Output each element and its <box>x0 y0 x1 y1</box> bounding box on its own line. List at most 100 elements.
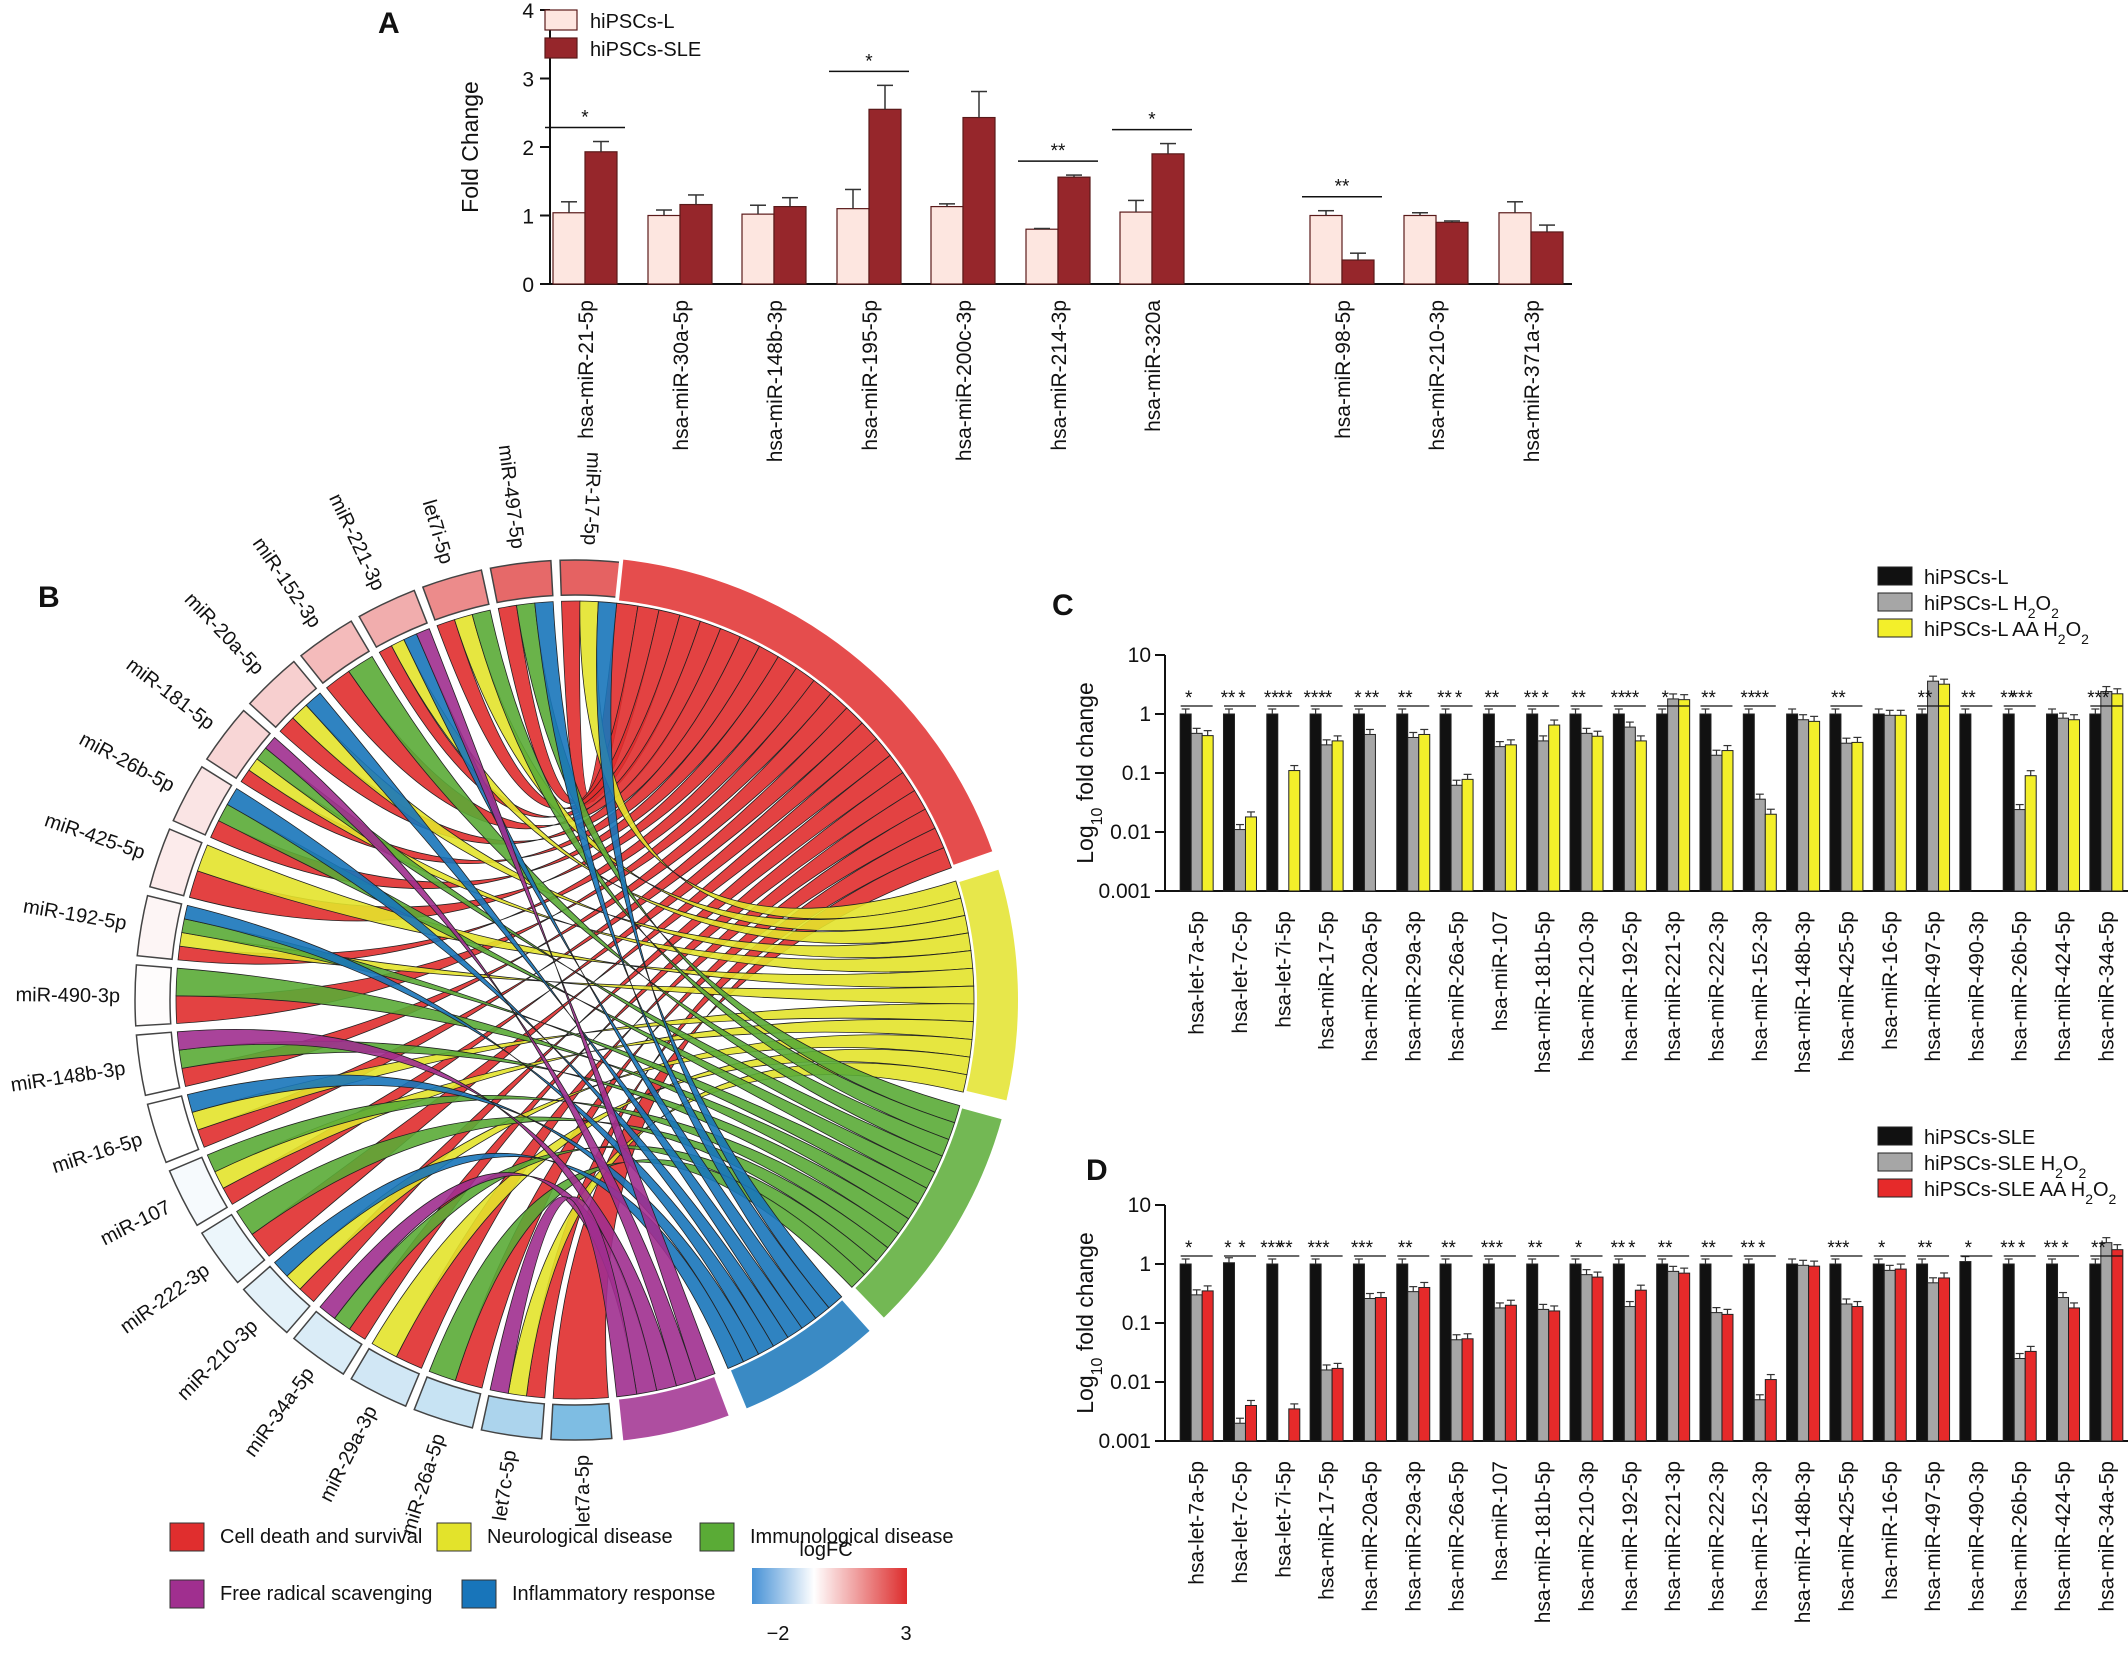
bar-hipscs-l <box>1025 228 1059 285</box>
significance-mark: ** <box>1754 688 1769 709</box>
category-label: hsa-miR-16-5p <box>1879 911 1902 1050</box>
bar-series-2 <box>1851 1306 1864 1442</box>
mirna-segment <box>135 1031 181 1097</box>
mirna-segment <box>172 765 233 836</box>
mirna-label: let7c-5p <box>489 1449 521 1523</box>
bar-series-0 <box>1526 1263 1539 1442</box>
bar-series-0 <box>1396 1263 1409 1442</box>
category-label: hsa-miR-34a-5p <box>2095 911 2118 1062</box>
bar-series-2 <box>1461 1338 1474 1442</box>
chord-ribbon <box>534 601 830 1319</box>
significance-mark: ** <box>1528 1238 1543 1259</box>
bar-series-0 <box>1439 713 1452 892</box>
significance-mark: ** <box>1264 688 1279 709</box>
bar-series-1 <box>1190 732 1203 892</box>
bar-series-2 <box>2111 1249 2124 1442</box>
panel-c-log-bar-chart: 0.001 0.01 0.1 1 10 Log10 fold change * hsa-let… <box>1072 566 2128 1073</box>
mirna-segment <box>146 1095 200 1164</box>
chord-ribbon <box>305 692 803 1339</box>
significance-mark: ** <box>1278 688 1293 709</box>
bar-series-2 <box>1201 1290 1214 1442</box>
chord-ribbon <box>186 1074 760 1363</box>
bar-series-0 <box>1829 1263 1842 1442</box>
legend-swatch <box>699 1522 735 1552</box>
category-label: hsa-miR-17-5p <box>1316 911 1339 1050</box>
bar-series-2 <box>1244 1404 1257 1442</box>
legend-label: hiPSCs-SLE <box>1924 1127 2035 1149</box>
legend-swatch <box>1877 1152 1913 1172</box>
significance-mark: ** <box>1740 1238 1755 1259</box>
category-label: hsa-miR-210-3p <box>1576 911 1599 1062</box>
bar-series-1 <box>2013 809 2026 892</box>
mirna-label: let7a-5p <box>572 1455 595 1528</box>
bar-series-2 <box>2024 1350 2037 1442</box>
bar-series-1 <box>1797 719 1810 892</box>
significance-mark: * <box>2061 1238 2069 1259</box>
significance-mark: ** <box>1918 688 1933 709</box>
mirna-segment <box>242 1265 311 1334</box>
category-label: hsa-miR-490-3p <box>1965 1461 1988 1612</box>
significance-mark: ** <box>1278 1238 1293 1259</box>
mirna-label: let7i-5p <box>418 497 457 566</box>
y-tick-label: 3 <box>522 69 534 92</box>
significance-mark: * <box>1354 688 1362 709</box>
category-label: hsa-miR-26b-5p <box>2009 1461 2032 1612</box>
y-axis-title: Log10 fold change <box>1072 682 1106 864</box>
bar-series-0 <box>1656 713 1669 892</box>
mirna-label: miR-152-3p <box>248 533 325 632</box>
y-tick-label: 1 <box>1139 703 1151 726</box>
chord-ribbon <box>489 1196 638 1398</box>
y-tick-label: 0.01 <box>1110 1371 1151 1394</box>
mirna-label: miR-181-5p <box>122 654 219 735</box>
significance-mark: ** <box>2000 688 2015 709</box>
bar-series-2 <box>1504 1304 1517 1442</box>
bar-series-0 <box>1829 713 1842 892</box>
significance-mark: * <box>1758 1238 1766 1259</box>
bar-series-1 <box>1927 680 1940 892</box>
bar-series-0 <box>1656 1263 1669 1442</box>
category-label: hsa-miR-497-5p <box>1922 911 1945 1062</box>
bar-series-0 <box>1872 1263 1885 1442</box>
y-tick-label: 1 <box>1139 1253 1151 1276</box>
category-label: hsa-miR-26a-5p <box>1446 1461 1469 1612</box>
bar-series-1 <box>1753 1399 1766 1442</box>
category-label: hsa-let-7i-5p <box>1272 1461 1295 1578</box>
bar-series-1 <box>1623 1306 1636 1442</box>
legend-swatch <box>169 1522 205 1552</box>
mirna-segment <box>200 1213 266 1284</box>
panel-a-fold-change-chart: 0 1 2 3 4 Fold Change * hsa-miR-21-5p hsa-miR-30… <box>457 0 1572 462</box>
significance-mark: * <box>1575 1238 1583 1259</box>
bar-series-1 <box>1840 1303 1853 1442</box>
bar-series-2 <box>1938 1277 1951 1442</box>
bar-series-2 <box>1331 1367 1344 1442</box>
category-label: hsa-miR-30a-5p <box>670 300 693 451</box>
bar-series-1 <box>1537 1308 1550 1442</box>
bar-series-2 <box>1938 683 1951 892</box>
bar-series-1 <box>1320 744 1333 892</box>
bar-series-1 <box>2100 1242 2113 1442</box>
bar-series-2 <box>1548 724 1561 892</box>
significance-mark: ** <box>1051 141 1066 162</box>
mirna-segment <box>299 620 371 685</box>
significance-mark: * <box>1224 1238 1232 1259</box>
bar-hipscs-sle <box>868 108 902 285</box>
y-tick-label: 4 <box>522 0 534 23</box>
bar-series-0 <box>2089 713 2102 892</box>
bar-series-1 <box>1493 1307 1506 1442</box>
y-axis-title: Fold Change <box>457 81 483 213</box>
chord-ribbon <box>226 788 789 1347</box>
significance-mark: ** <box>1740 688 1755 709</box>
bar-hipscs-l <box>930 205 964 285</box>
bar-series-1 <box>1927 1282 1940 1442</box>
category-label: hsa-miR-21-5p <box>575 300 598 439</box>
y-tick-label: 0.01 <box>1110 821 1151 844</box>
category-label: hsa-miR-181b-5p <box>1532 1461 1555 1623</box>
mirna-segment <box>136 894 183 961</box>
significance-mark: * <box>1628 1238 1636 1259</box>
category-label: hsa-miR-210-3p <box>1576 1461 1599 1612</box>
chord-ribbon <box>348 655 950 1157</box>
category-segment <box>954 864 1022 1106</box>
mirna-label: miR-222-3p <box>116 1259 213 1338</box>
category-label: hsa-miR-29a-3p <box>1402 911 1425 1062</box>
panel-b-letter: B <box>38 581 60 614</box>
